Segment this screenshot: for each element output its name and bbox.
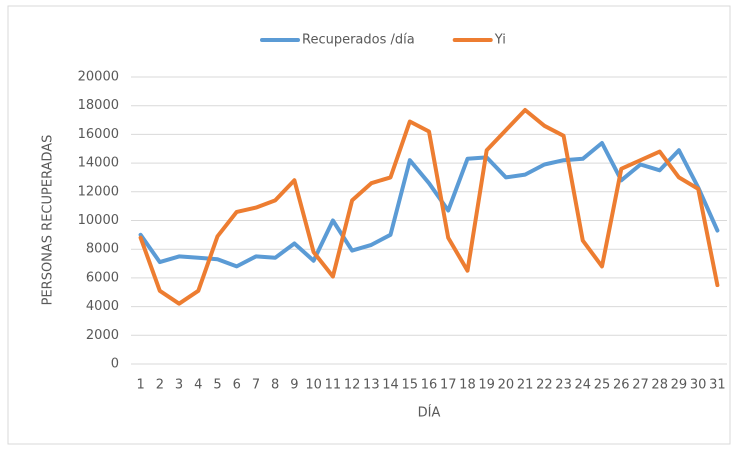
x-tick-label: 22 [536, 378, 553, 393]
x-tick-label: 7 [252, 378, 260, 393]
x-tick-label: 9 [290, 378, 298, 393]
x-tick-label: 3 [175, 378, 183, 393]
x-tick-label: 30 [690, 378, 707, 393]
y-tick-label: 14000 [78, 156, 119, 171]
x-tick-label: 6 [233, 378, 241, 393]
y-axis-title: PERSONAS RECUPERADAS [41, 135, 56, 306]
legend-label: Recuperados /día [302, 33, 415, 48]
x-tick-label: 14 [382, 378, 399, 393]
x-tick-label: 26 [613, 378, 630, 393]
x-tick-label: 18 [459, 378, 476, 393]
y-tick-label: 20000 [78, 70, 119, 85]
x-tick-label: 31 [709, 378, 726, 393]
x-tick-label: 15 [402, 378, 419, 393]
x-axis-title: DÍA [418, 405, 441, 421]
line-series [138, 108, 720, 306]
x-tick-label: 23 [555, 378, 572, 393]
x-tick-label: 21 [517, 378, 534, 393]
y-tick-label: 12000 [78, 184, 119, 199]
line-series [138, 141, 720, 269]
x-tick-label: 19 [478, 378, 495, 393]
x-tick-label: 1 [136, 378, 144, 393]
x-tick-label: 13 [363, 378, 380, 393]
y-tick-label: 8000 [86, 242, 119, 257]
y-tick-label: 6000 [86, 270, 119, 285]
x-tick-label: 8 [271, 378, 279, 393]
x-tick-label: 4 [194, 378, 202, 393]
x-tick-label: 25 [594, 378, 611, 393]
y-tick-label: 2000 [86, 328, 119, 343]
x-tick-label: 24 [575, 378, 592, 393]
x-tick-label: 28 [651, 378, 668, 393]
x-tick-label: 20 [498, 378, 515, 393]
x-tick-label: 10 [305, 378, 322, 393]
x-tick-label: 27 [632, 378, 649, 393]
x-tick-label: 17 [440, 378, 457, 393]
legend-label: Yi [494, 33, 506, 48]
x-tick-label: 2 [156, 378, 164, 393]
y-tick-label: 0 [111, 357, 119, 372]
y-tick-label: 10000 [78, 213, 119, 228]
x-tick-label: 12 [344, 378, 361, 393]
x-tick-label: 11 [325, 378, 342, 393]
y-tick-label: 4000 [86, 299, 119, 314]
y-tick-label: 18000 [78, 98, 119, 113]
x-tick-label: 5 [213, 378, 221, 393]
y-tick-label: 16000 [78, 127, 119, 142]
x-tick-label: 29 [671, 378, 688, 393]
x-tick-label: 16 [421, 378, 438, 393]
